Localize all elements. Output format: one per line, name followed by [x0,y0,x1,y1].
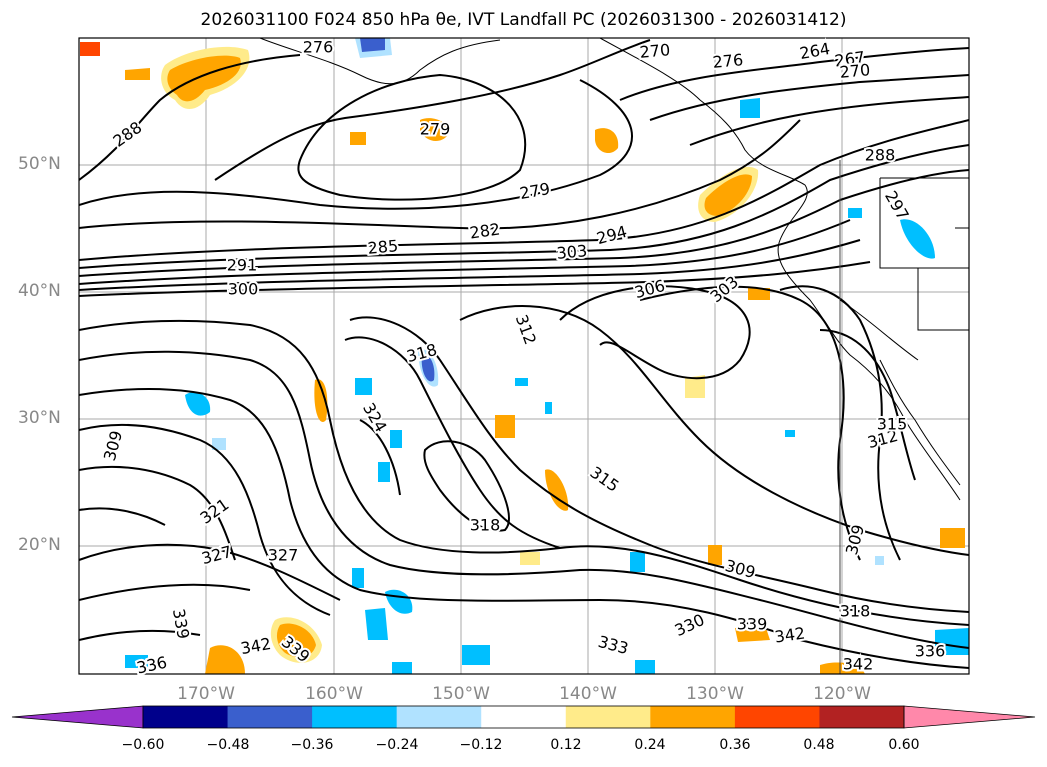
contour-label-halo: 336 [915,642,946,661]
contour-label: 339 [737,615,768,634]
colorbar-segment [481,706,567,728]
contour-label: 270 [839,60,871,82]
colorbar-tick-label: 0.60 [888,737,920,753]
negative-anomaly-shading [125,38,969,674]
lat-label-50n: 50°N [18,154,61,174]
colorbar-tick-label: 0.24 [634,737,666,753]
contour-label-halo: 327 [268,546,299,565]
contour-label-halo: 279 [420,120,451,139]
coastlines [259,38,969,674]
contour-label: 282 [468,219,501,242]
contour-label: 276 [712,50,744,72]
colorbar-tick-label: 0.12 [550,737,582,753]
contour-label: 300 [228,280,259,299]
colorbar-segment [650,706,736,728]
contour-label: 318 [470,516,501,535]
colorbar-tick-label: 0.48 [803,737,835,753]
contour-label: 267 [833,47,866,70]
colorbar-extend-low [11,705,144,729]
contour-label: 327 [268,546,299,565]
contour-label-halo: 303 [556,241,588,263]
contour-label-halo: 282 [468,219,501,242]
colorbar-segment [819,706,905,728]
contour-label: 315 [877,415,908,434]
contour-label: 303 [556,241,588,263]
lon-label-150w: 150°W [432,684,490,704]
contour-label-halo: 339 [737,615,768,634]
lat-label-40n: 40°N [18,281,61,301]
colorbar-border [142,705,905,729]
contour-label-halo: 300 [228,280,259,299]
map-field [79,38,969,674]
colorbar-tick-label: −0.60 [121,737,165,753]
contour-label: 285 [367,236,399,258]
colorbar-tick-label: −0.48 [206,737,250,753]
positive-anomaly-shading [80,42,965,674]
map-frame [78,37,970,675]
contour-label: 318 [840,602,871,621]
contour-label-halo: 318 [840,602,871,621]
contour-label-halo: 318 [470,516,501,535]
lon-label-170w: 170°W [177,684,235,704]
colorbar-segment [396,706,482,728]
colorbar-tick-label: 0.36 [719,737,751,753]
contour-label: 276 [303,38,334,57]
colorbar-tick-label: −0.36 [290,737,334,753]
contour-label: 342 [773,623,806,646]
contour-label: 291 [227,256,258,275]
contour-label-halo: 291 [227,256,258,275]
colorbar-segment [312,706,398,728]
contour-label: 336 [915,642,946,661]
map-title: 2026031100 F024 850 hPa θe, IVT Landfall… [200,10,847,30]
contour-label: 279 [420,120,451,139]
contour-label-halo: 315 [877,415,908,434]
colorbar-segment [143,706,229,728]
lon-label-130w: 130°W [686,684,744,704]
contour-label: 288 [865,146,896,165]
theta-e-contours [79,39,969,669]
colorbar-tick-label: −0.12 [459,737,503,753]
colorbar-segment [734,706,820,728]
lon-label-140w: 140°W [559,684,617,704]
contour-label: 342 [843,655,874,674]
lon-label-160w: 160°W [305,684,363,704]
colorbar-segment [227,706,313,728]
lat-label-20n: 20°N [18,535,61,555]
contour-label-halo: 288 [865,146,896,165]
lon-label-120w: 120°W [813,684,871,704]
lat-label-30n: 30°N [18,408,61,428]
colorbar-tick-label: −0.24 [375,737,419,753]
contour-label: 270 [639,40,671,62]
contour-label-halo: 342 [843,655,874,674]
colorbar-extend-high [903,705,1036,729]
colorbar-segment [565,706,651,728]
contour-label-halo: 276 [303,38,334,57]
colorbar [11,705,1036,729]
